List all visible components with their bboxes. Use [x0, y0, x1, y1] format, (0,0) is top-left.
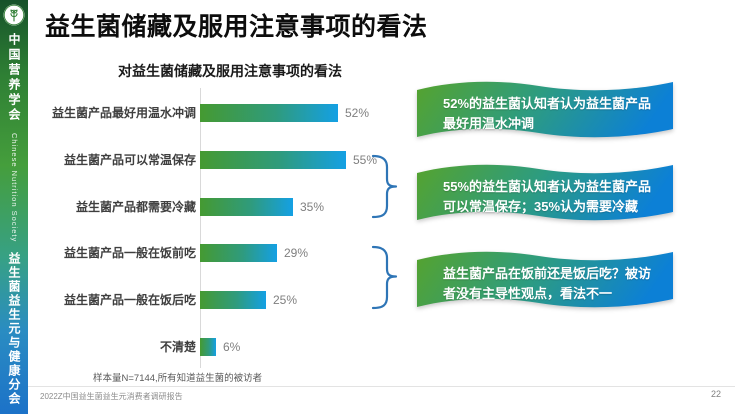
bar-row: 益生菌产品都需要冷藏 35% — [0, 197, 735, 216]
bar-row: 益生菌产品最好用温水冲调 52% — [0, 104, 735, 122]
bar-row: 益生菌产品一般在饭后吃 25% — [0, 291, 735, 310]
bar-value-label: 6% — [223, 340, 241, 354]
ribbon-shape-icon — [417, 251, 673, 308]
sidebar: 中国营养学会 Chinese Nutrition Society 益生菌益生元与… — [0, 0, 28, 414]
callout-banner-3: 益生菌产品在饭前还是饭后吃？被访者没有主导性观点，看法不一 — [417, 247, 673, 313]
bar-row: 益生菌产品一般在饭前吃 29% — [0, 244, 735, 263]
sidebar-org-name-en: Chinese Nutrition Society — [9, 133, 19, 243]
callout-text-3: 益生菌产品在饭前还是饭后吃？被访者没有主导性观点，看法不一 — [443, 266, 652, 301]
bar-value-label: 55% — [353, 152, 378, 167]
bar — [200, 197, 293, 216]
page-title: 益生菌储藏及服用注意事项的看法 — [45, 13, 428, 41]
chart-axis-line — [200, 88, 201, 368]
bar — [200, 291, 266, 310]
bar — [200, 244, 277, 263]
bar-category-label: 益生菌产品可以常温保存 — [63, 152, 196, 167]
bar-value-label: 29% — [284, 246, 309, 261]
sidebar-branch-name: 益生菌益生元与健康分会 — [7, 252, 21, 407]
bar-value-label: 35% — [300, 199, 325, 214]
sample-size-note: 样本量N=7144,所有知道益生菌的被访者 — [93, 373, 263, 384]
callout-text-2: 55%的益生菌认知者认为益生菌产品可以常温保存；35%认为需要冷藏 — [443, 179, 652, 214]
bar-row: 益生菌产品可以常温保存 55% — [0, 150, 735, 169]
bar — [200, 104, 338, 122]
chart-title: 对益生菌储藏及服用注意事项的看法 — [118, 63, 342, 79]
bar-category-label: 益生菌产品最好用温水冲调 — [51, 106, 196, 120]
bar-category-label: 益生菌产品都需要冷藏 — [75, 199, 196, 214]
footer-divider — [28, 386, 735, 387]
callout-text-1: 52%的益生菌认知者认为益生菌产品最好用温水冲调 — [443, 96, 652, 131]
bar-category-label: 不清楚 — [159, 340, 196, 354]
bar-row: 不清楚 6% — [0, 338, 735, 356]
cns-logo-icon — [3, 4, 25, 26]
ribbon-shape-icon — [417, 164, 673, 221]
bar-category-label: 益生菌产品一般在饭后吃 — [63, 293, 196, 308]
bar-value-label: 25% — [273, 293, 298, 308]
page-number: 22 — [710, 389, 721, 399]
bar-value-label: 52% — [345, 106, 370, 120]
callout-banner-2: 55%的益生菌认知者认为益生菌产品可以常温保存；35%认为需要冷藏 — [417, 160, 673, 226]
footer-report-title: 2022Z中国益生菌益生元消费者调研报告 — [40, 392, 183, 401]
sidebar-org-name-cn: 中国营养学会 — [7, 33, 21, 123]
ribbon-shape-icon — [417, 81, 673, 138]
bar-category-label: 益生菌产品一般在饭前吃 — [63, 246, 196, 261]
bar — [200, 338, 216, 356]
bar — [200, 150, 346, 169]
callout-banner-1: 52%的益生菌认知者认为益生菌产品最好用温水冲调 — [417, 77, 673, 143]
